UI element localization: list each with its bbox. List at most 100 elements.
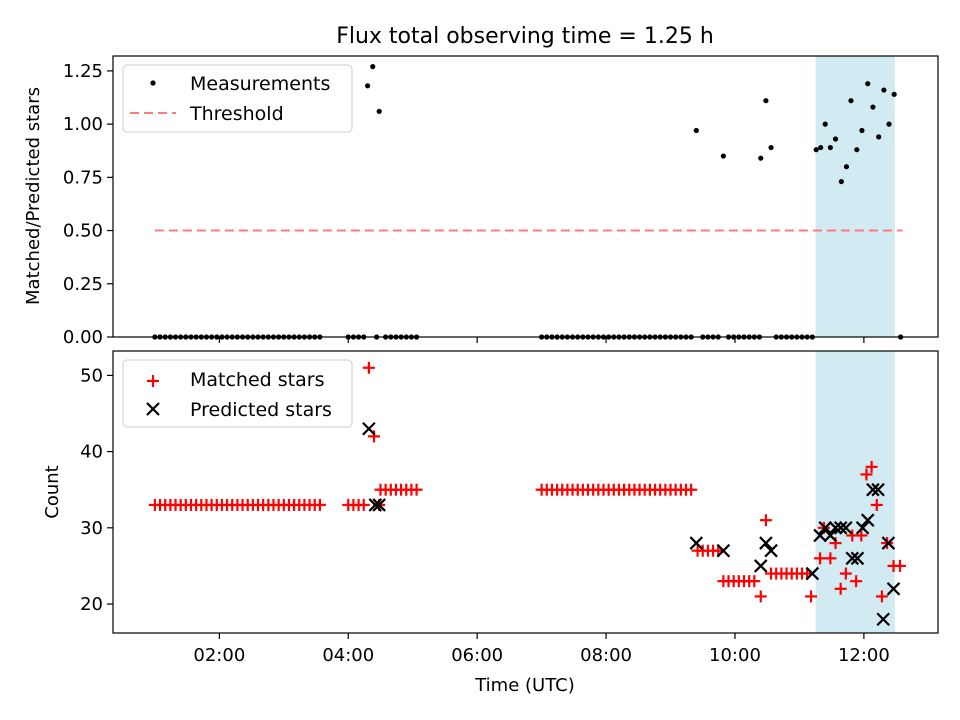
y-tick-label: 1.00 (63, 114, 103, 135)
y-tick-label: 0.25 (63, 274, 103, 295)
measurement-point (763, 98, 769, 104)
predicted-star-point (886, 582, 901, 596)
top-axes-frame (112, 55, 939, 338)
top-y-ticks: 0.00 0.25 0.50 0.75 1.00 1.25 (63, 61, 113, 348)
chart-title: Flux total observing time = 1.25 h (336, 24, 714, 49)
y-tick-label: 50 (80, 365, 103, 386)
measurement-point (832, 136, 839, 142)
bottom-x-ticks: 02:00 04:00 06:00 08:00 10:00 12:00 (193, 633, 890, 666)
predicted-star-point (828, 521, 843, 535)
y-tick-label: 1.25 (63, 61, 103, 82)
predicted-star-point (881, 536, 896, 550)
predicted-star-point (764, 543, 778, 558)
top-legend-frame (122, 64, 353, 133)
x-tick-label: 08:00 (580, 645, 632, 666)
measurement-point (876, 134, 882, 140)
x-axis-label: Time (UTC) (474, 675, 575, 696)
y-tick-label: 20 (80, 594, 103, 615)
matched-star-point (759, 514, 772, 527)
predicted-star-point (362, 421, 376, 436)
measurement-point (813, 147, 819, 153)
measurement-point (854, 147, 860, 153)
measurement-point (693, 127, 699, 134)
bottom-star-points (148, 361, 906, 627)
predicted-star-point (368, 498, 383, 512)
y-tick-label: 30 (80, 518, 103, 539)
top-y-axis-label: Matched/Predicted stars (23, 87, 44, 305)
measurement-point (881, 87, 887, 93)
bottom-axes-frame (112, 350, 939, 634)
matched-star-point (685, 483, 698, 496)
measurement-point (870, 104, 876, 110)
predicted-star-point (845, 551, 860, 566)
predicted-star-point (753, 559, 768, 573)
matched-star-point (834, 582, 847, 595)
bottom-legend: Matched stars Predicted stars (122, 359, 353, 428)
top-legend: Measurements Threshold (122, 64, 353, 133)
predicted-star-point (876, 612, 890, 627)
bottom-y-axis-label: Count (42, 465, 63, 518)
predicted-star-point (833, 521, 848, 535)
matched-legend-marker (147, 375, 159, 387)
matched-star-point (875, 590, 888, 603)
measurement-point (848, 98, 854, 104)
matched-star-point (368, 430, 381, 443)
matched-star-point (839, 567, 852, 580)
matched-star-point (850, 575, 863, 588)
matched-star-point (748, 575, 761, 588)
matched-star-point (805, 590, 818, 603)
predicted-star-point (823, 528, 838, 543)
measurement-point (891, 91, 897, 97)
matched-star-point (855, 529, 868, 542)
predicted-star-point (839, 521, 853, 535)
predicted-star-point (716, 543, 731, 558)
bottom-legend-frame (122, 359, 353, 428)
x-tick-label: 02:00 (193, 645, 245, 666)
x-tick-label: 06:00 (451, 645, 503, 666)
matched-star-point (362, 361, 375, 374)
predicted-star-point (866, 482, 880, 497)
matched-star-point (865, 460, 878, 473)
measurement-point (843, 164, 850, 170)
y-tick-label: 0.75 (63, 167, 103, 188)
measurements-legend-label: Measurements (190, 73, 330, 95)
threshold-legend-label: Threshold (189, 103, 284, 125)
matched-star-point (313, 498, 326, 511)
predicted-star-point (850, 551, 865, 566)
measurement-point (364, 83, 371, 89)
measurement-point (370, 64, 376, 70)
matched-star-point (893, 559, 906, 572)
matched-star-point (824, 552, 837, 565)
measurements-legend-marker (150, 80, 156, 86)
measurement-point (886, 121, 892, 127)
measurement-point (865, 81, 871, 87)
measurement-point (827, 144, 833, 151)
measurement-point (818, 144, 824, 151)
y-tick-label: 40 (80, 442, 103, 463)
x-tick-label: 04:00 (322, 645, 374, 666)
top-panel: 0.00 0.25 0.50 0.75 1.00 1.25 Matched/Predict… (23, 55, 939, 348)
measurement-point (376, 108, 382, 114)
predicted-star-point (855, 521, 870, 535)
y-tick-label: 0.00 (63, 327, 103, 348)
matched-star-point (814, 552, 827, 565)
predicted-star-point (860, 513, 875, 527)
top-measurement-points (152, 64, 904, 340)
matched-star-point (754, 590, 767, 603)
x-tick-label: 12:00 (838, 645, 890, 666)
predicted-legend-marker (146, 402, 160, 416)
predicted-star-point (372, 498, 386, 512)
predicted-star-point (871, 482, 885, 497)
y-tick-label: 0.50 (63, 221, 103, 242)
measurement-point (758, 155, 764, 161)
bottom-y-ticks: 20 30 40 50 (80, 365, 113, 615)
matched-star-point (860, 468, 873, 481)
predicted-star-point (805, 566, 820, 581)
matched-star-point (870, 498, 883, 511)
matched-star-point (357, 498, 370, 511)
top-x-ticks (218, 337, 865, 343)
predicted-star-point (818, 521, 832, 535)
measurement-point (822, 121, 828, 127)
